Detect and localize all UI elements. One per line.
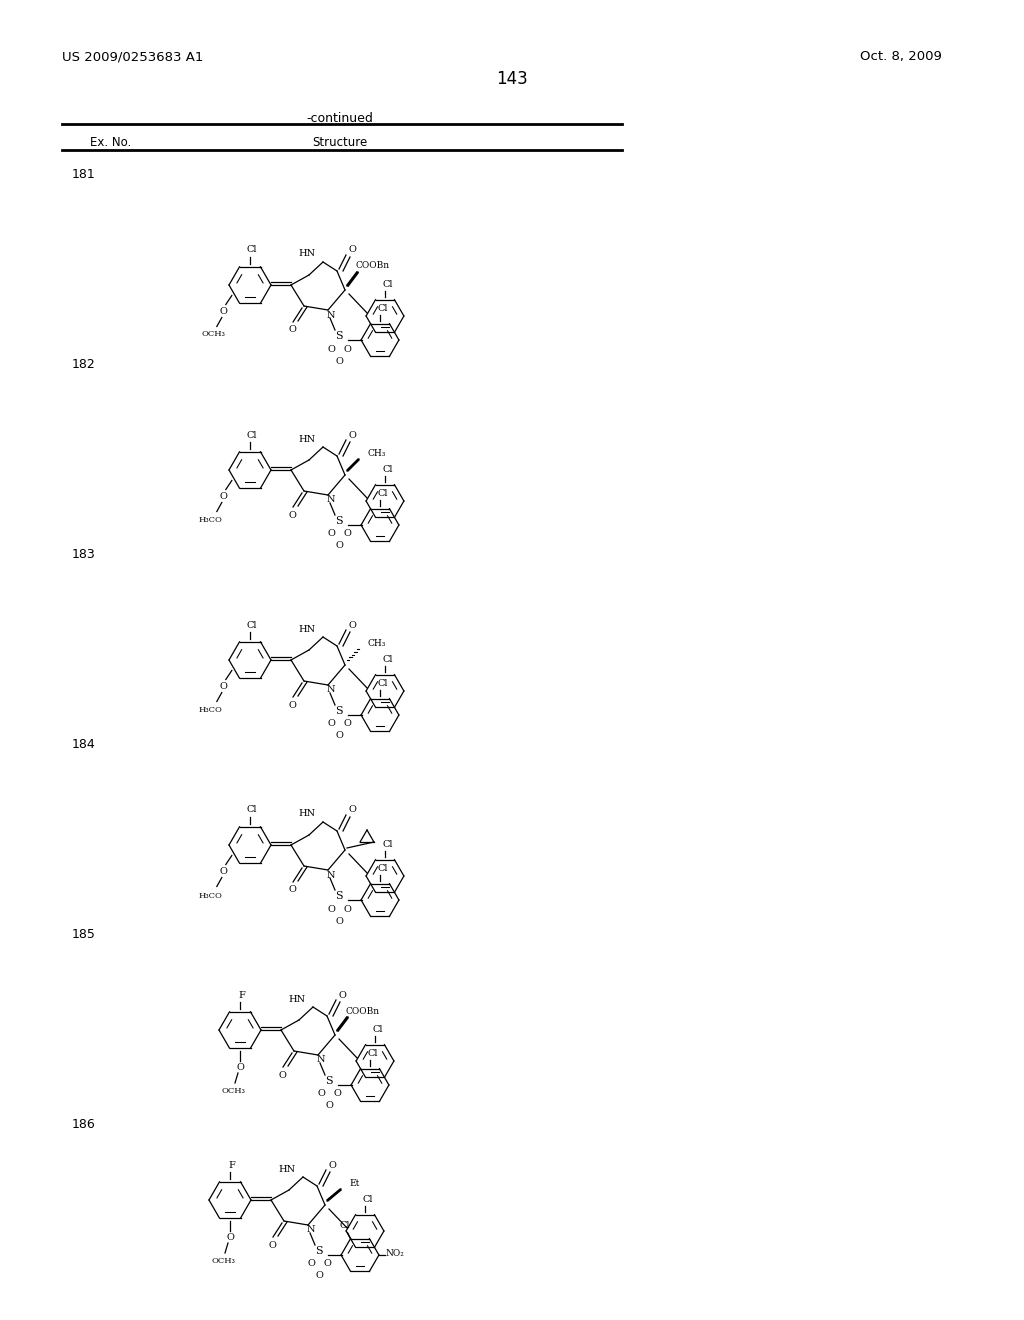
Text: HN: HN xyxy=(299,809,316,818)
Text: N: N xyxy=(307,1225,315,1234)
Text: O: O xyxy=(323,1259,331,1269)
Text: O: O xyxy=(335,356,343,366)
Text: S: S xyxy=(315,1246,323,1257)
Text: HN: HN xyxy=(289,994,306,1003)
Text: Cl: Cl xyxy=(378,488,388,498)
Text: Cl: Cl xyxy=(383,840,393,849)
Text: O: O xyxy=(226,1233,233,1242)
Text: Ex. No.: Ex. No. xyxy=(90,136,131,149)
Text: 183: 183 xyxy=(72,548,96,561)
Text: O: O xyxy=(343,719,351,729)
Text: Cl: Cl xyxy=(378,863,388,873)
Text: Cl: Cl xyxy=(383,280,393,289)
Text: F: F xyxy=(228,1160,236,1170)
Text: HN: HN xyxy=(299,434,316,444)
Text: O: O xyxy=(327,345,335,354)
Text: N: N xyxy=(327,495,335,504)
Text: O: O xyxy=(343,529,351,539)
Text: Cl: Cl xyxy=(247,430,257,440)
Text: O: O xyxy=(348,805,356,814)
Text: N: N xyxy=(327,685,335,694)
Text: Cl: Cl xyxy=(368,1048,378,1057)
Text: O: O xyxy=(325,1101,333,1110)
Text: O: O xyxy=(237,1063,244,1072)
Text: S: S xyxy=(335,331,343,341)
Text: HN: HN xyxy=(299,624,316,634)
Text: S: S xyxy=(335,706,343,715)
Text: Cl: Cl xyxy=(383,655,393,664)
Text: Cl: Cl xyxy=(378,304,388,313)
Text: 181: 181 xyxy=(72,168,96,181)
Text: Structure: Structure xyxy=(312,136,368,149)
Text: Cl: Cl xyxy=(373,1024,383,1034)
Text: Cl: Cl xyxy=(362,1195,374,1204)
Text: 182: 182 xyxy=(72,358,96,371)
Text: OCH₃: OCH₃ xyxy=(211,1257,234,1265)
Text: Cl: Cl xyxy=(383,465,393,474)
Text: O: O xyxy=(338,990,346,999)
Text: O: O xyxy=(220,867,227,876)
Text: Cl: Cl xyxy=(247,805,257,814)
Text: O: O xyxy=(220,492,227,502)
Text: O: O xyxy=(268,1241,275,1250)
Text: 185: 185 xyxy=(72,928,96,941)
Text: S: S xyxy=(326,1076,333,1086)
Text: CH₃: CH₃ xyxy=(368,639,386,648)
Text: COOBn: COOBn xyxy=(346,1006,380,1015)
Text: 143: 143 xyxy=(496,70,528,88)
Text: Oct. 8, 2009: Oct. 8, 2009 xyxy=(860,50,942,63)
Text: O: O xyxy=(348,430,356,440)
Text: O: O xyxy=(315,1271,323,1280)
Text: O: O xyxy=(288,511,296,520)
Text: H₃CO: H₃CO xyxy=(199,891,223,899)
Text: Cl: Cl xyxy=(378,678,388,688)
Text: O: O xyxy=(279,1071,286,1080)
Text: Cl: Cl xyxy=(339,1221,350,1230)
Text: NO₂: NO₂ xyxy=(385,1250,404,1258)
Text: Cl: Cl xyxy=(247,246,257,255)
Text: CH₃: CH₃ xyxy=(368,450,386,458)
Text: -continued: -continued xyxy=(306,112,374,125)
Text: HN: HN xyxy=(279,1164,296,1173)
Text: O: O xyxy=(343,345,351,354)
Text: O: O xyxy=(317,1089,325,1098)
Text: O: O xyxy=(335,916,343,925)
Text: O: O xyxy=(307,1259,315,1269)
Text: O: O xyxy=(288,326,296,334)
Text: 186: 186 xyxy=(72,1118,96,1131)
Text: H₃CO: H₃CO xyxy=(199,516,223,524)
Text: N: N xyxy=(327,310,335,319)
Text: 184: 184 xyxy=(72,738,96,751)
Text: O: O xyxy=(328,1160,336,1170)
Text: O: O xyxy=(220,308,227,315)
Text: COOBn: COOBn xyxy=(356,261,390,271)
Text: O: O xyxy=(288,701,296,710)
Text: O: O xyxy=(333,1089,341,1098)
Text: Et: Et xyxy=(349,1180,359,1188)
Text: O: O xyxy=(327,904,335,913)
Text: N: N xyxy=(327,870,335,879)
Text: O: O xyxy=(335,731,343,741)
Text: O: O xyxy=(288,886,296,895)
Text: US 2009/0253683 A1: US 2009/0253683 A1 xyxy=(62,50,204,63)
Text: O: O xyxy=(348,620,356,630)
Text: O: O xyxy=(327,719,335,729)
Text: HN: HN xyxy=(299,249,316,259)
Text: S: S xyxy=(335,516,343,525)
Text: H₃CO: H₃CO xyxy=(199,706,223,714)
Text: Cl: Cl xyxy=(247,620,257,630)
Text: O: O xyxy=(343,904,351,913)
Text: O: O xyxy=(327,529,335,539)
Text: O: O xyxy=(348,246,356,255)
Text: N: N xyxy=(316,1056,326,1064)
Text: O: O xyxy=(220,682,227,690)
Text: F: F xyxy=(239,990,246,999)
Text: OCH₃: OCH₃ xyxy=(221,1086,245,1096)
Text: S: S xyxy=(335,891,343,902)
Text: OCH₃: OCH₃ xyxy=(202,330,225,338)
Text: O: O xyxy=(335,541,343,550)
